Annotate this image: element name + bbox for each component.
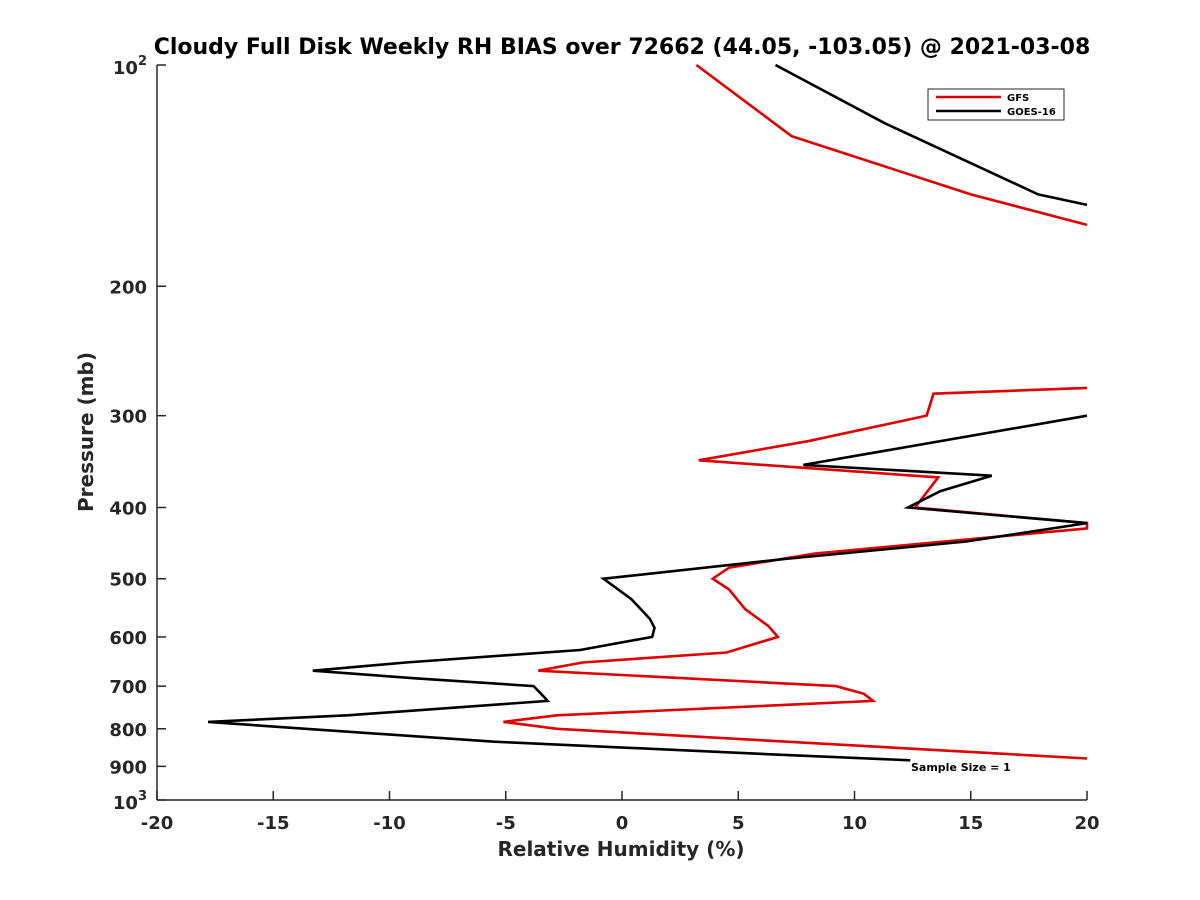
series-line-gfs xyxy=(503,63,1089,760)
y-axis-label: Pressure (mb) xyxy=(74,352,98,512)
x-tick-label: 20 xyxy=(1074,813,1099,834)
y-tick-label: 400 xyxy=(109,499,147,520)
y-tick-base: 10 xyxy=(113,793,138,814)
y-tick-base: 10 xyxy=(113,58,138,79)
x-tick-label: -20 xyxy=(141,813,174,834)
x-tick-label: 0 xyxy=(616,813,629,834)
y-tick-label: 500 xyxy=(109,570,147,591)
y-tick-label: 800 xyxy=(109,720,147,741)
sample-size-annotation: Sample Size = 1 xyxy=(911,761,1011,774)
x-tick-label: 5 xyxy=(732,813,745,834)
y-tick-label: 103 xyxy=(113,789,147,814)
y-tick-label: 102 xyxy=(113,54,147,79)
y-tick-exponent: 3 xyxy=(138,789,147,804)
x-tick-label: -10 xyxy=(373,813,406,834)
legend-box xyxy=(927,88,1065,121)
x-tick-label: 10 xyxy=(842,813,867,834)
x-tick-label: -15 xyxy=(257,813,290,834)
y-tick-label: 900 xyxy=(109,757,147,778)
x-axis-label: Relative Humidity (%) xyxy=(497,837,744,861)
x-tick-label: 15 xyxy=(958,813,983,834)
legend-label-goes16: GOES-16 xyxy=(1007,107,1056,118)
y-tick-label: 700 xyxy=(109,677,147,698)
series-layer xyxy=(208,63,1089,762)
y-tick-label: 300 xyxy=(109,407,147,428)
legend: GFS GOES-16 xyxy=(927,88,1065,121)
series-line-goes16 xyxy=(208,63,1088,762)
legend-label-gfs: GFS xyxy=(1007,93,1029,104)
y-tick-label: 200 xyxy=(109,277,147,298)
y-tick-label: 600 xyxy=(109,628,147,649)
x-tick-group: -20 -15 -10 -5 0 5 10 15 20 xyxy=(141,791,1100,834)
x-tick-label: -5 xyxy=(496,813,516,834)
chart-title: Cloudy Full Disk Weekly RH BIAS over 726… xyxy=(154,35,1091,60)
y-tick-exponent: 2 xyxy=(138,54,147,69)
